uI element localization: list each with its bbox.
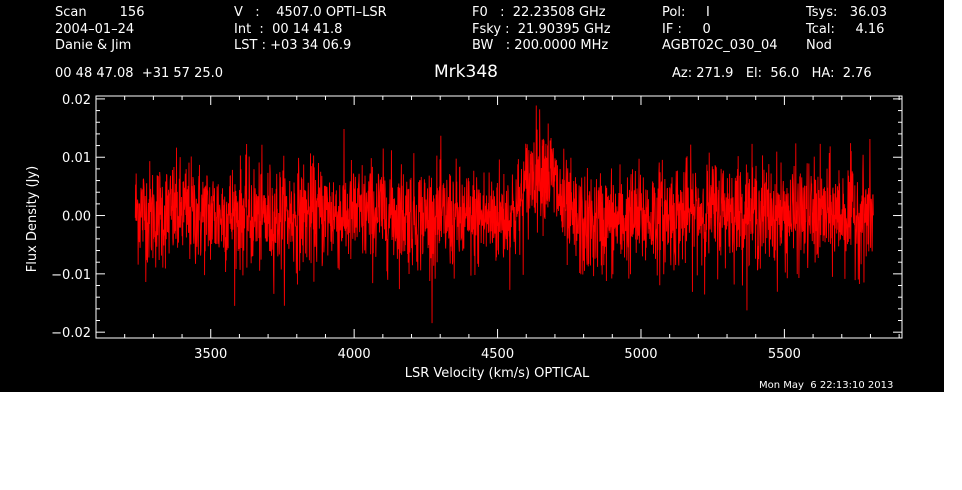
spectrum-plot: 3500 4000 4500 5000 5500 −0.02 −0.01 0.00 0.01 0.… — [25, 93, 903, 381]
header-if: IF : 0 — [662, 22, 711, 37]
header-az-el-ha: Az: 271.9 El: 56.0 HA: 2.76 — [672, 66, 872, 81]
header-tsys: Tsys: 36.03 — [806, 5, 888, 20]
y-tick-label: 0.02 — [62, 93, 91, 108]
header-sky-frequency: Fsky : 21.90395 GHz — [472, 22, 611, 37]
header-scan: Scan 156 — [55, 5, 145, 20]
header-date: 2004–01–24 — [55, 22, 135, 37]
y-tick-label: −0.01 — [51, 268, 91, 283]
header-project: AGBT02C_030_04 — [662, 38, 778, 53]
chart-title: Mrk348 — [434, 62, 498, 82]
plot-frame — [95, 95, 903, 339]
header-rest-frequency: F0 : 22.23508 GHz — [472, 5, 606, 20]
header-lst: LST : +03 34 06.9 — [234, 38, 352, 53]
x-tick-label: 5500 — [768, 347, 801, 362]
x-tick-label: 3500 — [194, 347, 227, 362]
y-tick-label: 0.01 — [62, 151, 91, 166]
x-axis-title: LSR Velocity (km/s) OPTICAL — [405, 366, 590, 381]
header-bandwidth: BW : 200.0000 MHz — [472, 38, 609, 53]
header-observers: Danie & Jim — [55, 38, 132, 53]
header-mode: Nod — [806, 38, 832, 53]
x-tick-label: 4000 — [338, 347, 371, 362]
header-polarization: Pol: I — [662, 5, 710, 20]
header-velocity: V : 4507.0 OPTI–LSR — [234, 5, 387, 20]
figure: Scan 156 V : 4507.0 OPTI–LSR F0 : 22.235… — [0, 0, 944, 392]
y-tick-label: 0.00 — [62, 210, 91, 225]
y-tick-label: −0.02 — [51, 326, 91, 341]
plot-timestamp: Mon May 6 22:13:10 2013 — [759, 380, 894, 391]
header-integration: Int : 00 14 41.8 — [234, 22, 343, 37]
y-axis-title: Flux Density (Jy) — [25, 166, 40, 272]
x-tick-label: 5000 — [624, 347, 657, 362]
header-coordinates: 00 48 47.08 +31 57 25.0 — [55, 66, 224, 81]
header-tcal: Tcal: 4.16 — [806, 22, 885, 37]
x-tick-label: 4500 — [481, 347, 514, 362]
spectrum-trace — [134, 105, 874, 324]
